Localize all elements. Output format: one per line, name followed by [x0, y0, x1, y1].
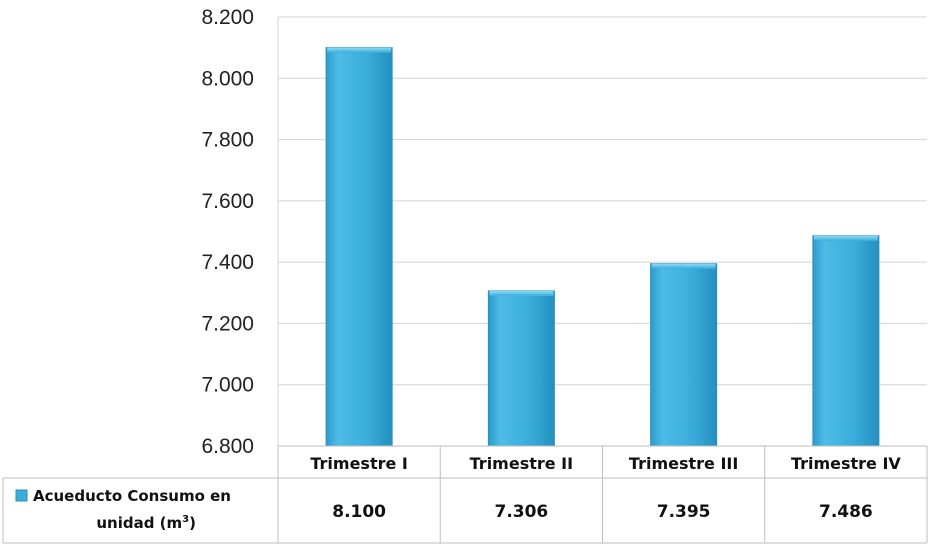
- y-tick-label: 7.800: [201, 129, 254, 152]
- bar-top-highlight: [489, 290, 554, 296]
- value-label: 7.306: [494, 502, 548, 522]
- y-tick-label: 8.200: [201, 6, 254, 29]
- y-axis-tick-labels: 6.800 7.000 7.200 7.400 7.600 7.800 8.000 8.200: [201, 6, 254, 458]
- bar: [650, 263, 718, 447]
- category-label: Trimestre III: [629, 454, 738, 473]
- legend-label-line1: Acueducto Consumo en: [33, 487, 231, 505]
- value-label: 8.100: [332, 502, 386, 522]
- category-label: Trimestre I: [310, 454, 408, 473]
- bar-top-highlight: [651, 263, 716, 269]
- category-label: Trimestre II: [470, 454, 573, 473]
- category-label: Trimestre IV: [791, 454, 901, 473]
- bar: [325, 47, 393, 447]
- y-tick-label: 6.800: [201, 435, 254, 458]
- bars: [325, 47, 880, 447]
- bar: [487, 290, 555, 447]
- bar-top-highlight: [813, 235, 878, 241]
- bar-top-highlight: [327, 47, 392, 53]
- y-tick-label: 7.200: [201, 312, 254, 335]
- legend-swatch: [15, 489, 28, 502]
- bar: [812, 235, 880, 447]
- data-table: Trimestre I Trimestre II Trimestre III Trim…: [2, 445, 928, 544]
- value-label: 7.486: [819, 502, 873, 522]
- legend-label-line2: unidad (m3): [96, 514, 196, 532]
- y-tick-label: 7.000: [201, 374, 254, 397]
- y-tick-label: 8.000: [201, 67, 254, 90]
- value-label: 7.395: [657, 502, 711, 522]
- y-tick-label: 7.600: [201, 190, 254, 213]
- y-tick-label: 7.400: [201, 251, 254, 274]
